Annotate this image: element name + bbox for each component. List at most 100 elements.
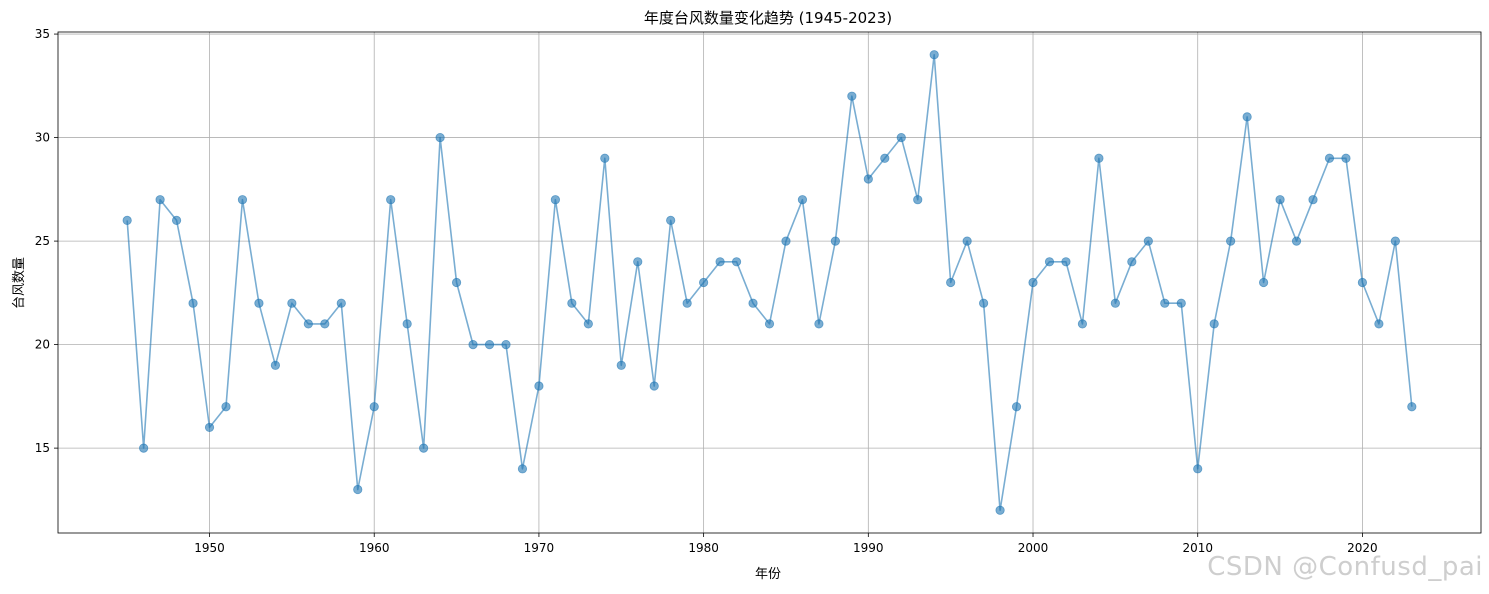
data-point bbox=[1407, 402, 1417, 412]
data-point bbox=[979, 298, 989, 308]
data-point bbox=[830, 236, 840, 246]
data-point bbox=[880, 153, 890, 163]
data-point bbox=[1094, 153, 1104, 163]
data-point bbox=[616, 360, 626, 370]
data-point bbox=[484, 340, 495, 350]
data-point bbox=[336, 298, 346, 308]
data-point bbox=[682, 298, 692, 308]
data-point bbox=[550, 195, 560, 205]
data-point bbox=[1258, 277, 1269, 288]
data-point bbox=[946, 277, 956, 288]
data-point bbox=[649, 381, 659, 391]
data-point bbox=[534, 381, 544, 391]
data-point bbox=[1357, 277, 1368, 288]
data-point bbox=[781, 236, 791, 246]
data-point bbox=[1324, 153, 1335, 163]
data-point bbox=[1110, 298, 1120, 308]
data-point bbox=[863, 174, 873, 184]
data-point bbox=[896, 132, 906, 143]
y-tick-label: 30 bbox=[35, 131, 50, 145]
y-tick-label: 35 bbox=[35, 27, 50, 41]
series-line bbox=[126, 53, 1413, 512]
data-point bbox=[699, 277, 709, 288]
data-point bbox=[1209, 319, 1219, 329]
data-point bbox=[814, 319, 824, 329]
data-point bbox=[962, 236, 972, 246]
data-point bbox=[1193, 464, 1203, 474]
data-point bbox=[1291, 236, 1302, 246]
data-point bbox=[303, 319, 313, 329]
x-tick-label: 2000 bbox=[1018, 541, 1049, 555]
x-tick-label: 1990 bbox=[853, 541, 884, 555]
data-point bbox=[287, 298, 297, 308]
x-tick-label: 1960 bbox=[359, 541, 390, 555]
data-point bbox=[666, 215, 676, 225]
data-point bbox=[237, 195, 248, 205]
data-point bbox=[353, 484, 363, 495]
data-point bbox=[139, 443, 149, 453]
data-point bbox=[1143, 236, 1153, 246]
data-point bbox=[501, 340, 511, 350]
data-point bbox=[204, 422, 215, 433]
data-point bbox=[1242, 112, 1252, 122]
data-point bbox=[451, 277, 462, 288]
data-point bbox=[320, 319, 330, 329]
x-tick-label: 1980 bbox=[688, 541, 719, 555]
data-point bbox=[715, 257, 725, 267]
data-point bbox=[1028, 277, 1038, 288]
data-point bbox=[122, 215, 132, 225]
data-point bbox=[929, 50, 939, 60]
data-point bbox=[1374, 319, 1384, 329]
data-point bbox=[1275, 195, 1285, 205]
data-point bbox=[1390, 236, 1400, 246]
data-point bbox=[435, 132, 445, 143]
data-point bbox=[369, 402, 379, 412]
data-point bbox=[995, 505, 1005, 515]
y-axis-title: 台风数量 bbox=[12, 257, 27, 309]
data-point bbox=[1061, 257, 1071, 267]
data-point bbox=[1341, 153, 1351, 163]
y-tick-label: 15 bbox=[35, 441, 50, 455]
data-point bbox=[1127, 257, 1137, 267]
data-point bbox=[254, 298, 264, 308]
data-point bbox=[1226, 236, 1236, 246]
data-point bbox=[797, 195, 808, 205]
x-tick-label: 2020 bbox=[1347, 541, 1378, 555]
data-point bbox=[419, 443, 429, 453]
data-point bbox=[583, 319, 593, 329]
x-tick-label: 2010 bbox=[1182, 541, 1213, 555]
data-point bbox=[402, 319, 412, 329]
watermark: CSDN @Confusd_pai bbox=[1207, 552, 1483, 582]
data-point bbox=[270, 360, 281, 370]
x-tick-label: 1970 bbox=[524, 541, 555, 555]
data-point bbox=[517, 464, 528, 474]
data-point bbox=[188, 298, 198, 308]
x-tick-label: 1950 bbox=[194, 541, 225, 555]
y-tick-label: 20 bbox=[35, 338, 50, 352]
data-point bbox=[748, 298, 758, 308]
data-point bbox=[1011, 402, 1022, 412]
axes: 1950 1960 1970 1980 1990 2000 2010 2020 15 20 25 30… bbox=[35, 27, 1482, 555]
data-point bbox=[1044, 257, 1055, 267]
chart-title: 年度台风数量变化趋势 (1945-2023) bbox=[644, 9, 892, 27]
data-point bbox=[567, 298, 577, 308]
x-axis-title: 年份 bbox=[755, 567, 781, 582]
series-typhoon-count bbox=[122, 50, 1417, 515]
data-point bbox=[764, 319, 775, 329]
data-point bbox=[731, 257, 742, 267]
data-point bbox=[847, 91, 857, 101]
data-point bbox=[155, 195, 165, 205]
data-point bbox=[1176, 298, 1186, 308]
plot-frame bbox=[57, 31, 1482, 534]
data-point bbox=[1077, 319, 1088, 329]
data-point bbox=[633, 257, 643, 267]
data-point bbox=[468, 340, 478, 350]
data-point bbox=[1308, 195, 1318, 205]
data-point bbox=[1160, 298, 1170, 308]
data-point bbox=[386, 195, 396, 205]
y-tick-label: 25 bbox=[35, 234, 50, 248]
data-point bbox=[600, 153, 610, 163]
data-point bbox=[913, 195, 923, 205]
